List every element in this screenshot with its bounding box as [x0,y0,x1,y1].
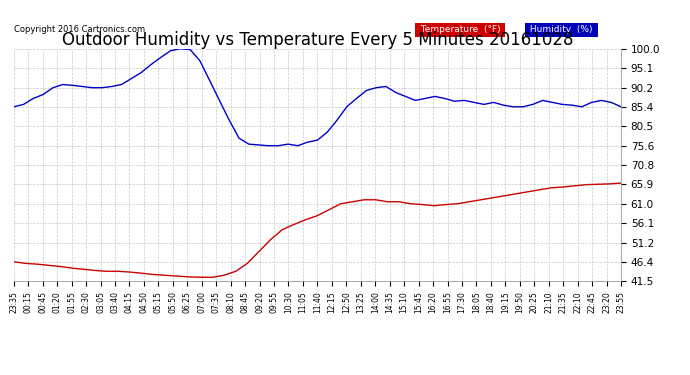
Title: Outdoor Humidity vs Temperature Every 5 Minutes 20161028: Outdoor Humidity vs Temperature Every 5 … [61,31,573,49]
Text: Temperature  (°F): Temperature (°F) [417,26,503,34]
Text: Copyright 2016 Cartronics.com: Copyright 2016 Cartronics.com [14,26,145,34]
Text: Humidity  (%): Humidity (%) [527,26,595,34]
